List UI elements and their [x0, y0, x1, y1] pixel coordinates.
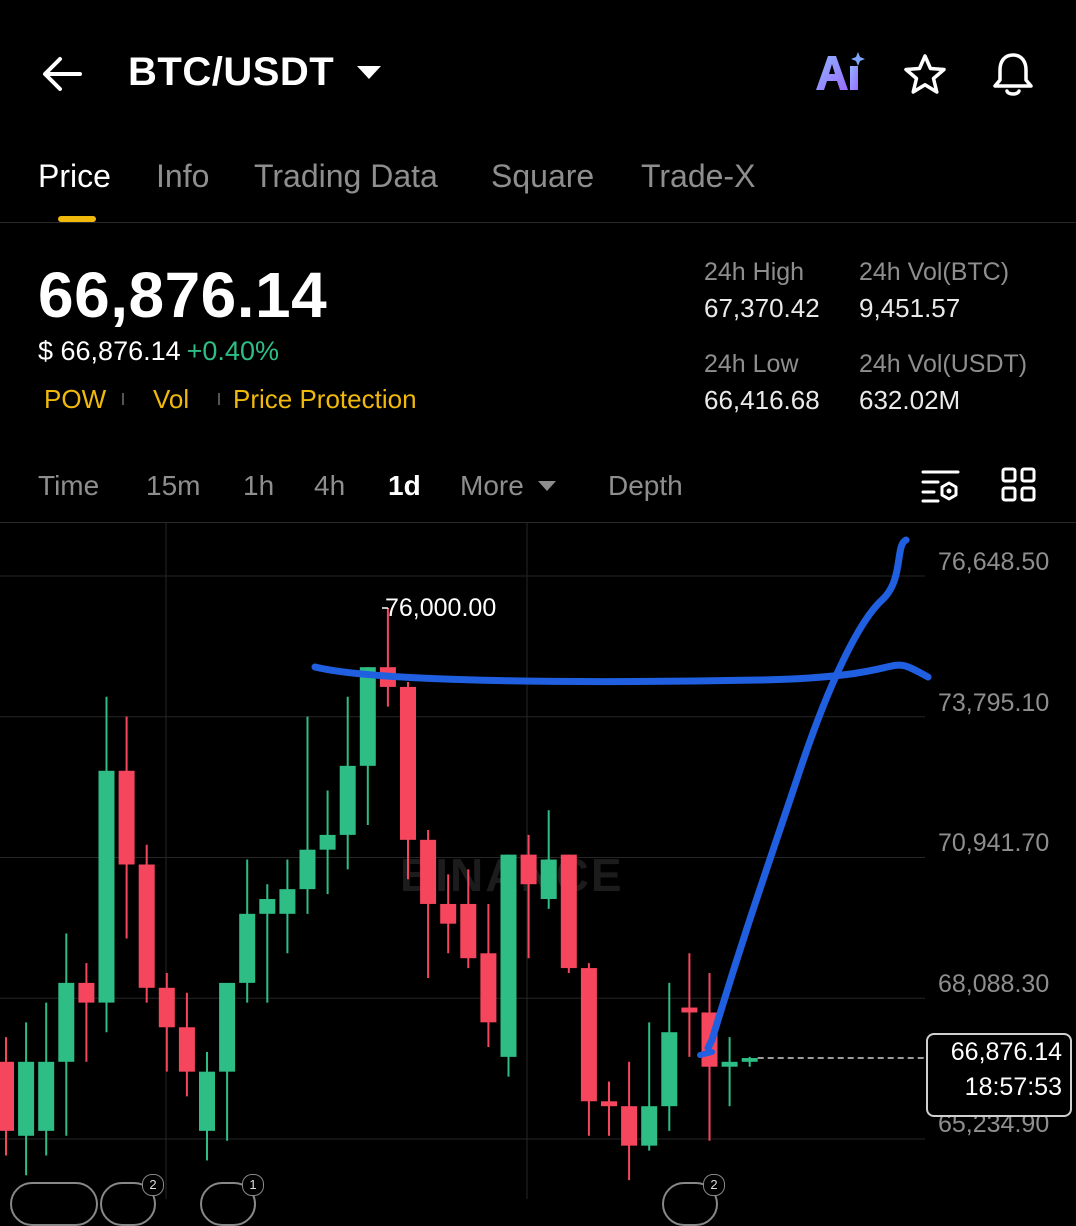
candle-body [78, 983, 94, 1003]
y-axis-label: 76,648.50 [938, 548, 1049, 577]
candlestick-chart[interactable] [0, 523, 1076, 1199]
high-price-marker: 76,000.00 [385, 594, 496, 623]
candle-body [742, 1058, 758, 1062]
interval-more[interactable]: More [460, 470, 524, 502]
candle-body [541, 860, 557, 899]
candle-body [480, 953, 496, 1022]
tabs-divider [0, 222, 1076, 223]
y-axis-label: 73,795.10 [938, 689, 1049, 718]
current-price-tag[interactable]: 66,876.14 18:57:53 [926, 1033, 1072, 1117]
y-axis-label: 68,088.30 [938, 970, 1049, 999]
candle-body [501, 855, 517, 1057]
indicator-badge: 1 [242, 1174, 264, 1196]
candle-body [340, 766, 356, 835]
drawn-trend-line [708, 540, 906, 1048]
candle-body [440, 904, 456, 924]
candle-body [722, 1062, 738, 1067]
tab-trading-data[interactable]: Trading Data [254, 158, 438, 195]
candle-body [38, 1062, 54, 1131]
layout-grid-icon[interactable] [1000, 466, 1038, 504]
candle-body [139, 864, 155, 987]
tag-separator [218, 393, 220, 405]
tab-price[interactable]: Price [38, 158, 111, 195]
vol-btc-value: 9,451.57 [859, 293, 960, 324]
depth-tab[interactable]: Depth [608, 470, 683, 502]
candle-body [460, 904, 476, 958]
candle-body [199, 1072, 215, 1131]
low-24h-label: 24h Low [704, 350, 799, 379]
favorite-star-icon[interactable] [902, 52, 948, 98]
candle-body [219, 983, 235, 1072]
candle-body [239, 914, 255, 983]
drawn-mark [700, 1052, 712, 1055]
candle-body [641, 1106, 657, 1145]
y-axis-label: 70,941.70 [938, 829, 1049, 858]
candle-body [681, 1008, 697, 1013]
ai-assistant-icon[interactable] [812, 50, 868, 100]
interval-1d[interactable]: 1d [388, 470, 421, 502]
last-price: 66,876.14 [38, 258, 327, 332]
more-dropdown-icon[interactable] [538, 481, 556, 491]
tag-vol[interactable]: Vol [153, 384, 189, 415]
vol-usdt-label: 24h Vol(USDT) [859, 350, 1027, 379]
vol-btc-label: 24h Vol(BTC) [859, 258, 1009, 287]
back-icon[interactable] [40, 54, 84, 94]
candle-body [561, 855, 577, 968]
tab-square[interactable]: Square [491, 158, 594, 195]
pair-title[interactable]: BTC/USDT [128, 50, 334, 95]
candle-countdown: 18:57:53 [928, 1070, 1070, 1105]
indicator-badge: 2 [142, 1174, 164, 1196]
tag-separator [122, 393, 124, 405]
candle-body [18, 1062, 34, 1136]
current-price-value: 66,876.14 [928, 1035, 1070, 1070]
tag-price-protection[interactable]: Price Protection [233, 384, 417, 415]
candle-body [581, 968, 597, 1101]
candle-body [99, 771, 115, 1003]
candle-body [159, 988, 175, 1027]
candle-body [521, 855, 537, 885]
change-percent: +0.40% [187, 336, 279, 366]
candle-body [300, 850, 316, 889]
tab-info[interactable]: Info [156, 158, 209, 195]
interval-15m[interactable]: 15m [146, 470, 200, 502]
candle-body [601, 1101, 617, 1106]
candle-body [279, 889, 295, 914]
interval-1h[interactable]: 1h [243, 470, 274, 502]
candle-body [360, 667, 376, 766]
candle-body [661, 1032, 677, 1106]
fiat-price: $ 66,876.14 [38, 336, 181, 366]
high-24h-value: 67,370.42 [704, 293, 820, 324]
pair-dropdown-icon[interactable] [357, 66, 381, 79]
tab-trade-x[interactable]: Trade-X [641, 158, 755, 195]
high-24h-label: 24h High [704, 258, 804, 287]
alert-bell-icon[interactable] [990, 50, 1036, 98]
indicator-badge: 2 [703, 1174, 725, 1196]
low-24h-value: 66,416.68 [704, 385, 820, 416]
candle-body [400, 687, 416, 840]
candle-body [420, 840, 436, 904]
candle-body [0, 1062, 14, 1131]
fiat-price-row: $ 66,876.14+0.40% [38, 336, 279, 367]
indicator-icon[interactable] [10, 1182, 98, 1226]
interval-4h[interactable]: 4h [314, 470, 345, 502]
candle-body [259, 899, 275, 914]
candle-body [621, 1106, 637, 1145]
candle-body [320, 835, 336, 850]
tag-pow[interactable]: POW [44, 384, 106, 415]
candle-body [58, 983, 74, 1062]
interval-time[interactable]: Time [38, 470, 99, 502]
candle-body [119, 771, 135, 865]
candle-body [179, 1027, 195, 1071]
vol-usdt-value: 632.02M [859, 385, 960, 416]
chart-settings-icon[interactable] [920, 466, 962, 506]
